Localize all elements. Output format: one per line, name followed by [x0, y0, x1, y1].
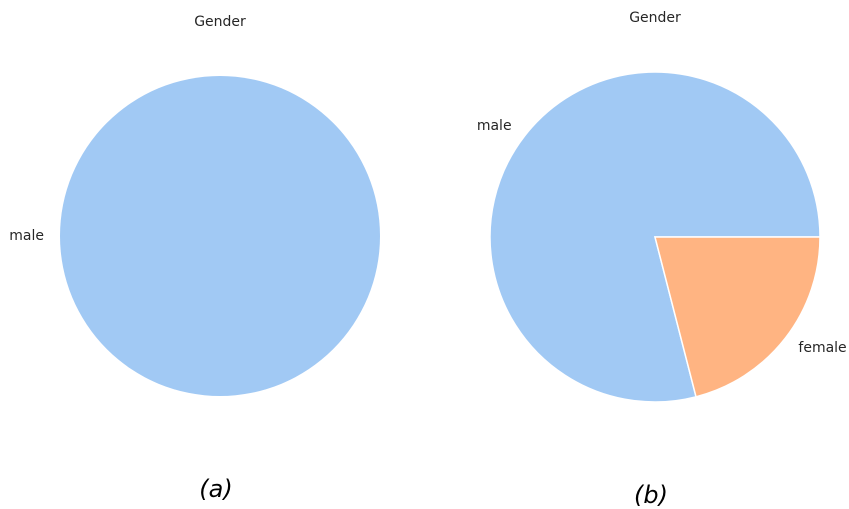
slice-label: male	[477, 118, 512, 134]
pie-slice	[60, 76, 380, 396]
caption: (b)	[634, 481, 668, 509]
pie-slice	[489, 71, 821, 403]
chart-title: Gender	[194, 14, 246, 30]
slice-label: female	[798, 340, 846, 356]
chart-title: Gender	[629, 10, 681, 26]
slice-label: male	[9, 228, 44, 244]
caption: (a)	[199, 475, 232, 503]
pie-slice	[654, 236, 821, 398]
